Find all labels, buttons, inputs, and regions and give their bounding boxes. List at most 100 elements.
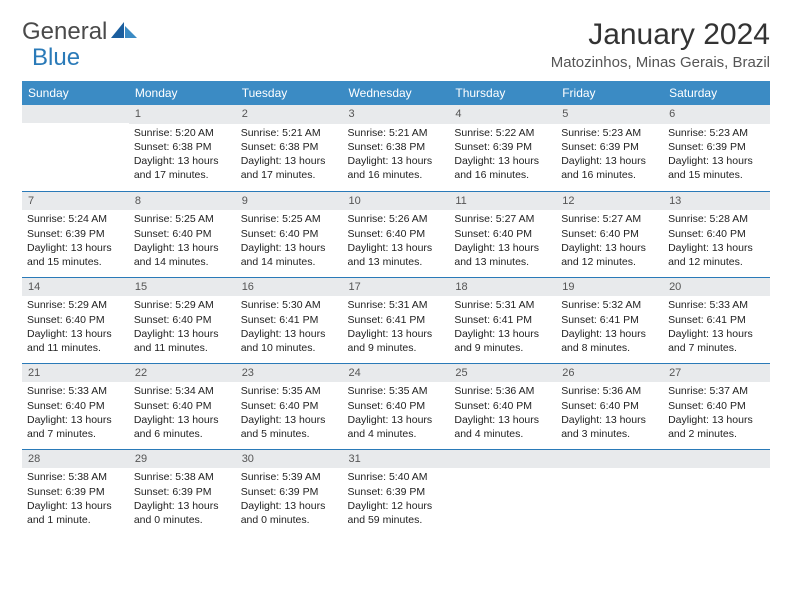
day-number: 30: [236, 450, 343, 469]
calendar-day-cell: 26Sunrise: 5:36 AMSunset: 6:40 PMDayligh…: [556, 363, 663, 449]
title-block: January 2024 Matozinhos, Minas Gerais, B…: [551, 18, 770, 71]
day-number: 5: [556, 105, 663, 124]
day-info: Sunrise: 5:23 AMSunset: 6:39 PMDaylight:…: [663, 124, 770, 187]
day-info: Sunrise: 5:31 AMSunset: 6:41 PMDaylight:…: [343, 296, 450, 359]
day-number: 1: [129, 105, 236, 124]
calendar-day-cell: 12Sunrise: 5:27 AMSunset: 6:40 PMDayligh…: [556, 191, 663, 277]
day-info: Sunrise: 5:33 AMSunset: 6:41 PMDaylight:…: [663, 296, 770, 359]
day-info: Sunrise: 5:33 AMSunset: 6:40 PMDaylight:…: [22, 382, 129, 445]
daylight-text: Daylight: 13 hours and 15 minutes.: [668, 154, 765, 182]
daylight-text: Daylight: 13 hours and 17 minutes.: [241, 154, 338, 182]
day-info: Sunrise: 5:21 AMSunset: 6:38 PMDaylight:…: [343, 124, 450, 187]
day-info: Sunrise: 5:32 AMSunset: 6:41 PMDaylight:…: [556, 296, 663, 359]
daylight-text: Daylight: 13 hours and 12 minutes.: [561, 241, 658, 269]
calendar-day-cell: 5Sunrise: 5:23 AMSunset: 6:39 PMDaylight…: [556, 105, 663, 191]
sunrise-text: Sunrise: 5:38 AM: [27, 470, 124, 484]
day-number: [556, 450, 663, 468]
daylight-text: Daylight: 13 hours and 9 minutes.: [348, 327, 445, 355]
daylight-text: Daylight: 13 hours and 5 minutes.: [241, 413, 338, 441]
weekday-header: Friday: [556, 81, 663, 105]
calendar-week-row: 7Sunrise: 5:24 AMSunset: 6:39 PMDaylight…: [22, 191, 770, 277]
sunset-text: Sunset: 6:39 PM: [27, 227, 124, 241]
daylight-text: Daylight: 13 hours and 1 minute.: [27, 499, 124, 527]
sunrise-text: Sunrise: 5:32 AM: [561, 298, 658, 312]
sunrise-text: Sunrise: 5:35 AM: [241, 384, 338, 398]
sunset-text: Sunset: 6:39 PM: [454, 140, 551, 154]
sunrise-text: Sunrise: 5:22 AM: [454, 126, 551, 140]
daylight-text: Daylight: 13 hours and 10 minutes.: [241, 327, 338, 355]
calendar-day-cell: 10Sunrise: 5:26 AMSunset: 6:40 PMDayligh…: [343, 191, 450, 277]
sunrise-text: Sunrise: 5:25 AM: [134, 212, 231, 226]
daylight-text: Daylight: 13 hours and 14 minutes.: [134, 241, 231, 269]
logo-sub: Blue: [32, 44, 80, 72]
day-number: [449, 450, 556, 468]
daylight-text: Daylight: 13 hours and 0 minutes.: [134, 499, 231, 527]
sunset-text: Sunset: 6:38 PM: [134, 140, 231, 154]
daylight-text: Daylight: 13 hours and 8 minutes.: [561, 327, 658, 355]
daylight-text: Daylight: 13 hours and 14 minutes.: [241, 241, 338, 269]
day-info: Sunrise: 5:39 AMSunset: 6:39 PMDaylight:…: [236, 468, 343, 531]
day-number: 7: [22, 192, 129, 211]
sunset-text: Sunset: 6:41 PM: [561, 313, 658, 327]
calendar-day-cell: 17Sunrise: 5:31 AMSunset: 6:41 PMDayligh…: [343, 277, 450, 363]
day-info: Sunrise: 5:24 AMSunset: 6:39 PMDaylight:…: [22, 210, 129, 273]
day-number: 26: [556, 364, 663, 383]
sunrise-text: Sunrise: 5:36 AM: [561, 384, 658, 398]
daylight-text: Daylight: 13 hours and 3 minutes.: [561, 413, 658, 441]
daylight-text: Daylight: 13 hours and 15 minutes.: [27, 241, 124, 269]
sunrise-text: Sunrise: 5:23 AM: [668, 126, 765, 140]
day-number: 20: [663, 278, 770, 297]
sunset-text: Sunset: 6:41 PM: [454, 313, 551, 327]
calendar-day-cell: 8Sunrise: 5:25 AMSunset: 6:40 PMDaylight…: [129, 191, 236, 277]
day-number: 19: [556, 278, 663, 297]
day-info: Sunrise: 5:25 AMSunset: 6:40 PMDaylight:…: [129, 210, 236, 273]
sunset-text: Sunset: 6:38 PM: [348, 140, 445, 154]
day-number: 24: [343, 364, 450, 383]
day-info: Sunrise: 5:25 AMSunset: 6:40 PMDaylight:…: [236, 210, 343, 273]
day-number: 6: [663, 105, 770, 124]
day-info: Sunrise: 5:35 AMSunset: 6:40 PMDaylight:…: [236, 382, 343, 445]
day-info: Sunrise: 5:21 AMSunset: 6:38 PMDaylight:…: [236, 124, 343, 187]
daylight-text: Daylight: 13 hours and 13 minutes.: [348, 241, 445, 269]
weekday-header: Saturday: [663, 81, 770, 105]
sunrise-text: Sunrise: 5:31 AM: [454, 298, 551, 312]
sunset-text: Sunset: 6:39 PM: [134, 485, 231, 499]
daylight-text: Daylight: 13 hours and 0 minutes.: [241, 499, 338, 527]
day-number: 31: [343, 450, 450, 469]
sunrise-text: Sunrise: 5:30 AM: [241, 298, 338, 312]
sunrise-text: Sunrise: 5:27 AM: [454, 212, 551, 226]
sunrise-text: Sunrise: 5:33 AM: [27, 384, 124, 398]
weekday-header: Monday: [129, 81, 236, 105]
day-number: 15: [129, 278, 236, 297]
day-number: 2: [236, 105, 343, 124]
day-info: Sunrise: 5:38 AMSunset: 6:39 PMDaylight:…: [22, 468, 129, 531]
calendar-day-cell: 22Sunrise: 5:34 AMSunset: 6:40 PMDayligh…: [129, 363, 236, 449]
sunset-text: Sunset: 6:39 PM: [27, 485, 124, 499]
calendar-day-cell: 21Sunrise: 5:33 AMSunset: 6:40 PMDayligh…: [22, 363, 129, 449]
day-number: 16: [236, 278, 343, 297]
sunset-text: Sunset: 6:40 PM: [134, 313, 231, 327]
sunrise-text: Sunrise: 5:20 AM: [134, 126, 231, 140]
sunset-text: Sunset: 6:40 PM: [561, 399, 658, 413]
calendar-day-cell: 29Sunrise: 5:38 AMSunset: 6:39 PMDayligh…: [129, 449, 236, 535]
daylight-text: Daylight: 13 hours and 11 minutes.: [27, 327, 124, 355]
page-title: January 2024: [551, 18, 770, 52]
sunrise-text: Sunrise: 5:27 AM: [561, 212, 658, 226]
daylight-text: Daylight: 13 hours and 17 minutes.: [134, 154, 231, 182]
daylight-text: Daylight: 13 hours and 4 minutes.: [454, 413, 551, 441]
calendar-week-row: 14Sunrise: 5:29 AMSunset: 6:40 PMDayligh…: [22, 277, 770, 363]
calendar-day-cell: 7Sunrise: 5:24 AMSunset: 6:39 PMDaylight…: [22, 191, 129, 277]
day-info: Sunrise: 5:27 AMSunset: 6:40 PMDaylight:…: [556, 210, 663, 273]
calendar-day-cell: 27Sunrise: 5:37 AMSunset: 6:40 PMDayligh…: [663, 363, 770, 449]
day-number: 11: [449, 192, 556, 211]
daylight-text: Daylight: 13 hours and 6 minutes.: [134, 413, 231, 441]
sunset-text: Sunset: 6:40 PM: [668, 227, 765, 241]
sunset-text: Sunset: 6:41 PM: [348, 313, 445, 327]
calendar-day-cell: 25Sunrise: 5:36 AMSunset: 6:40 PMDayligh…: [449, 363, 556, 449]
weekday-header: Tuesday: [236, 81, 343, 105]
calendar-day-cell: [663, 449, 770, 535]
sunset-text: Sunset: 6:40 PM: [134, 399, 231, 413]
day-info: Sunrise: 5:23 AMSunset: 6:39 PMDaylight:…: [556, 124, 663, 187]
daylight-text: Daylight: 13 hours and 4 minutes.: [348, 413, 445, 441]
day-number: 8: [129, 192, 236, 211]
